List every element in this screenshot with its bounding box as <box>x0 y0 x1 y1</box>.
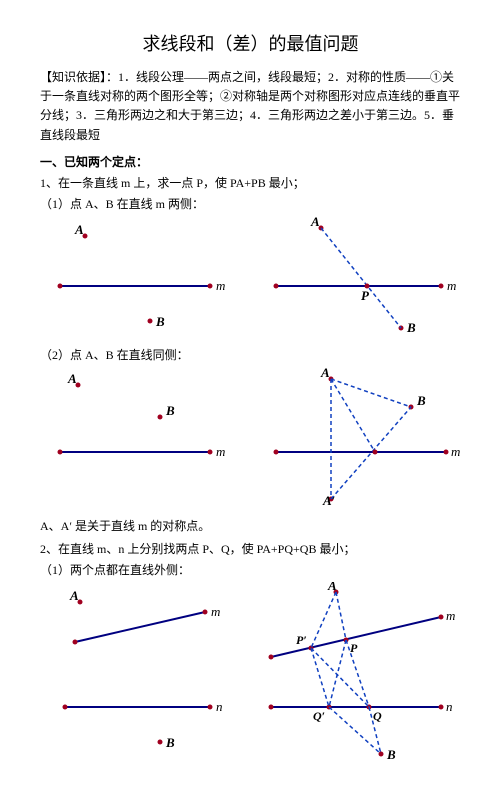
note-1: A、A′ 是关于直线 m 的对称点。 <box>40 517 461 534</box>
svg-text:B: B <box>155 314 165 329</box>
svg-text:B: B <box>406 320 416 335</box>
svg-text:Q: Q <box>373 709 382 723</box>
svg-text:P′: P′ <box>296 633 307 647</box>
svg-text:B: B <box>165 403 175 418</box>
intro-text: 【知识依据】：1．线段公理——两点之间，线段最短；2．对称的性质——①关于一条直… <box>40 68 461 145</box>
svg-text:A: A <box>74 222 84 237</box>
fig-1a-right: m A B P <box>261 216 461 336</box>
fig-row-1: m A B m A B P <box>40 216 461 336</box>
svg-text:B: B <box>165 735 175 750</box>
svg-text:A′: A′ <box>322 493 336 507</box>
fig-1a-left: m A B <box>40 216 230 336</box>
svg-text:P: P <box>350 641 358 655</box>
svg-text:A: A <box>69 588 79 603</box>
svg-text:m: m <box>211 604 220 619</box>
fig-1b-right: m A B A′ <box>261 367 461 507</box>
svg-text:m: m <box>451 444 460 459</box>
svg-text:P: P <box>361 288 370 303</box>
svg-text:Q′: Q′ <box>313 709 325 723</box>
svg-text:m: m <box>446 608 455 623</box>
svg-text:A: A <box>327 582 337 593</box>
item-1: 1、在一条直线 m 上，求一点 P，使 PA+PB 最小； <box>40 174 461 191</box>
svg-text:A: A <box>310 216 320 229</box>
svg-text:A: A <box>320 367 330 380</box>
fig-2a-right: m n A B P P′ Q Q′ <box>251 582 461 762</box>
svg-text:B: B <box>416 393 426 408</box>
svg-text:m: m <box>216 444 225 459</box>
sub-1b: （2）点 A、B 在直线同侧： <box>40 346 461 363</box>
item-2: 2、在直线 m、n 上分别找两点 P、Q，使 PA+PQ+QB 最小； <box>40 540 461 557</box>
sub-1a: （1）点 A、B 在直线 m 两侧： <box>40 195 461 212</box>
fig-row-2: m A B m A B A′ <box>40 367 461 507</box>
fig-2a-left: m n A B <box>40 582 230 752</box>
svg-text:m: m <box>216 278 225 293</box>
svg-text:B: B <box>386 747 396 762</box>
section-1-head: 一、已知两个定点： <box>40 153 461 170</box>
sub-2a: （1）两个点都在直线外侧： <box>40 561 461 578</box>
fig-row-3: m n A B m n A B P P′ Q <box>40 582 461 762</box>
fig-1b-left: m A B <box>40 367 230 487</box>
svg-text:A: A <box>67 371 77 386</box>
svg-text:m: m <box>447 278 456 293</box>
page-title: 求线段和（差）的最值问题 <box>40 30 461 56</box>
